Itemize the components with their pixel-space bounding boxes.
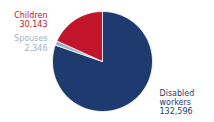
svg-text:Disabledworkers132,596: Disabledworkers132,596 — [160, 89, 195, 116]
svg-text:Spouses2,346: Spouses2,346 — [14, 34, 47, 52]
svg-text:Children30,143: Children30,143 — [14, 11, 47, 29]
